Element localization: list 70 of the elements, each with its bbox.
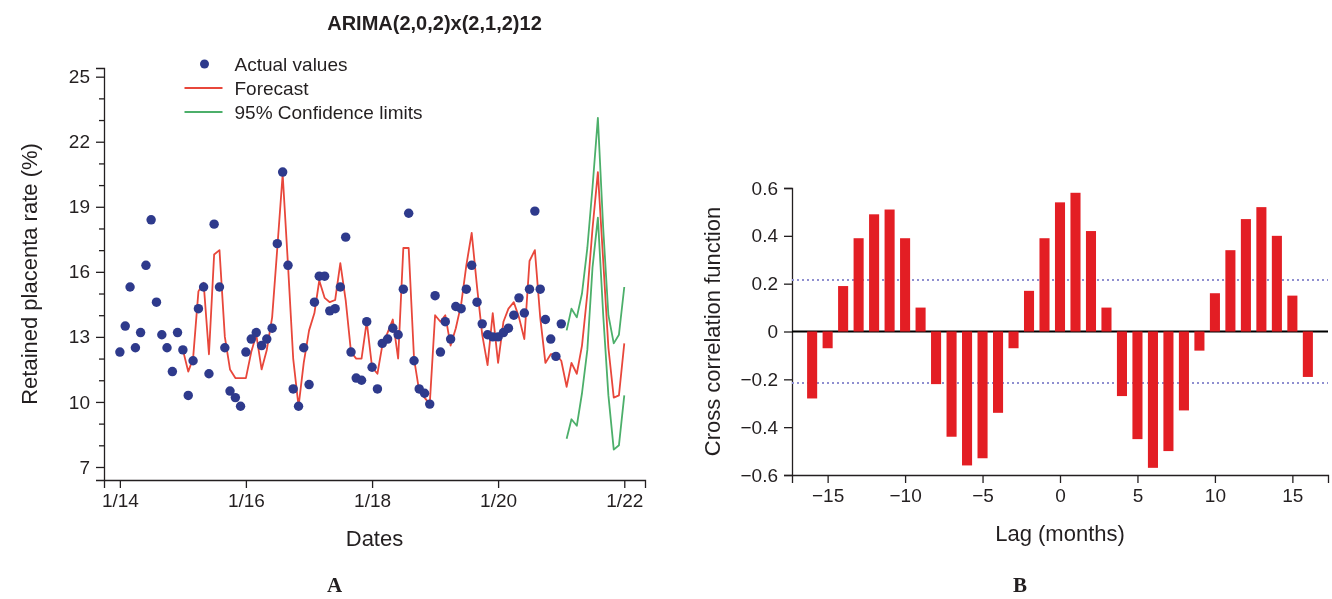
bar (1194, 331, 1205, 351)
y-tick-label: 0 (767, 321, 778, 343)
bar (807, 331, 818, 399)
chart-title: ARIMA(2,0,2)x(2,1,2)12 (327, 12, 542, 34)
bar (900, 238, 911, 332)
y-axis-title: Retained placenta rate (%) (17, 143, 43, 405)
x-tick-label: −5 (972, 485, 994, 507)
y-tick-label: 19 (68, 196, 90, 218)
x-tick-label: 1/20 (480, 490, 518, 512)
x-tick-label: −15 (812, 485, 845, 507)
bar (1287, 295, 1298, 332)
x-tick-label: 0 (1055, 485, 1066, 507)
y-tick-label: 25 (68, 66, 90, 88)
legend-label: 95% Confidence limits (234, 101, 423, 123)
bar (1116, 331, 1127, 397)
bar (1070, 192, 1081, 332)
text: A (326, 573, 343, 597)
bar (1271, 235, 1282, 332)
bar (1209, 293, 1220, 332)
bar (1178, 331, 1189, 411)
y-tick-label: 10 (68, 391, 90, 413)
bar (884, 209, 895, 332)
x-axis-title: Lag (months) (995, 521, 1125, 546)
bar (1256, 207, 1267, 332)
line-series (565, 216, 626, 451)
y-tick-label: 0.2 (751, 273, 778, 295)
bar (1132, 331, 1143, 440)
bar (1302, 331, 1313, 377)
bar (1054, 202, 1066, 332)
y-tick-label: 7 (79, 456, 90, 478)
bar (946, 331, 957, 437)
bar (1240, 219, 1251, 332)
y-axis-title: Cross correlation function (700, 206, 726, 457)
y-tick-label: −0.2 (740, 368, 778, 390)
x-tick-label: 1/14 (101, 490, 140, 512)
y-tick-label: 0.4 (751, 225, 779, 247)
x-tick-label: 15 (1282, 485, 1304, 507)
y-tick-label: 0.6 (751, 177, 778, 199)
bar (1147, 331, 1158, 468)
bar (993, 331, 1004, 413)
bar (1163, 331, 1174, 452)
x-axis-title: Dates (345, 526, 404, 551)
x-tick-label: −10 (889, 485, 922, 507)
text: B (1012, 573, 1028, 597)
bar (1101, 307, 1112, 332)
bar (822, 331, 833, 349)
bar (838, 286, 849, 332)
bar (1039, 238, 1050, 332)
x-tick-label: 1/22 (606, 490, 644, 512)
bar (869, 214, 880, 332)
y-tick-label: −0.4 (740, 416, 779, 438)
legend-label: Forecast (234, 77, 310, 99)
bar (1225, 250, 1236, 332)
y-tick-label: 16 (68, 261, 90, 283)
legend-label: Actual values (234, 53, 348, 75)
bar (1085, 231, 1097, 332)
x-tick-label: 1/16 (227, 490, 265, 512)
bar (931, 331, 942, 385)
y-tick-label: −0.6 (740, 464, 778, 486)
bar (853, 238, 864, 332)
bar (1008, 331, 1019, 349)
bar (977, 331, 988, 459)
bar (915, 307, 926, 332)
y-tick-label: 13 (68, 326, 90, 348)
x-tick-label: 10 (1204, 485, 1226, 507)
x-tick-label: 5 (1132, 485, 1144, 507)
y-tick-label: 22 (68, 131, 90, 153)
bar (962, 331, 973, 466)
bar (1023, 290, 1035, 332)
x-tick-label: 1/18 (354, 490, 392, 512)
